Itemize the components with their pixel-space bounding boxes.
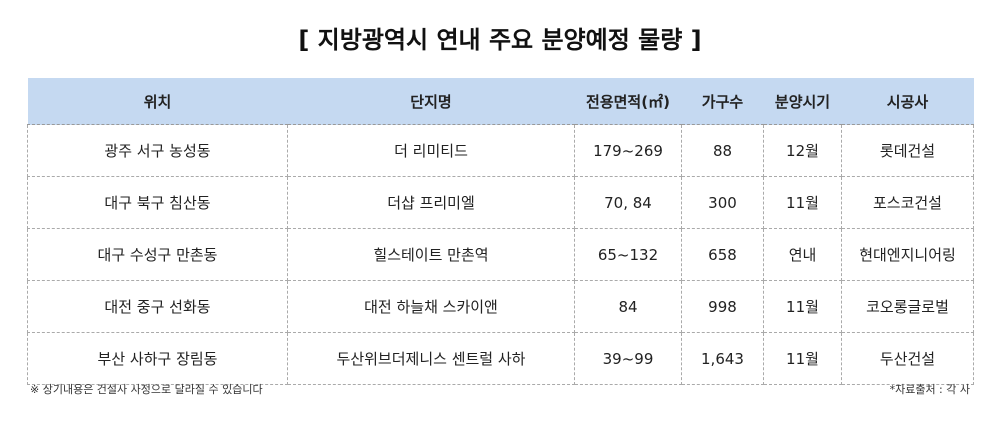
cell-constructor: 두산건설 [841, 332, 974, 385]
cell-location: 대전 중구 선화동 [27, 280, 288, 333]
cell-sale-period: 11월 [763, 332, 842, 385]
cell-area: 179~269 [574, 124, 682, 177]
cell-complex-name: 두산위브더제니스 센트럴 사하 [287, 332, 575, 385]
table-row: 부산 사하구 장림동 두산위브더제니스 센트럴 사하 39~99 1,643 11월 두산… [27, 332, 974, 385]
cell-area: 65~132 [574, 228, 682, 281]
cell-households: 300 [681, 176, 764, 229]
cell-complex-name: 더샵 프리미엘 [287, 176, 575, 229]
cell-area: 39~99 [574, 332, 682, 385]
cell-constructor: 코오롱글로벌 [841, 280, 974, 333]
table-row: 대구 북구 침산동 더샵 프리미엘 70, 84 300 11월 포스코건설 [27, 176, 974, 229]
page-title: [ 지방광역시 연내 주요 분양예정 물량 ] [298, 26, 702, 54]
cell-constructor: 포스코건설 [841, 176, 974, 229]
table-row: 대전 중구 선화동 대전 하늘채 스카이앤 84 998 11월 코오롱글로벌 [27, 280, 974, 333]
cell-complex-name: 더 리미티드 [287, 124, 575, 177]
header-sale-period: 분양시기 [763, 78, 842, 125]
cell-sale-period: 12월 [763, 124, 842, 177]
header-households: 가구수 [681, 78, 764, 125]
cell-sale-period: 11월 [763, 176, 842, 229]
header-constructor: 시공사 [841, 78, 974, 125]
cell-sale-period: 연내 [763, 228, 842, 281]
header-area: 전용면적(㎡) [574, 78, 682, 125]
cell-location: 대구 북구 침산동 [27, 176, 288, 229]
cell-complex-name: 힐스테이트 만촌역 [287, 228, 575, 281]
cell-complex-name: 대전 하늘채 스카이앤 [287, 280, 575, 333]
cell-constructor: 현대엔지니어링 [841, 228, 974, 281]
cell-constructor: 롯데건설 [841, 124, 974, 177]
table-header-row: 위치 단지명 전용면적(㎡) 가구수 분양시기 시공사 [27, 78, 974, 125]
cell-area: 84 [574, 280, 682, 333]
cell-location: 광주 서구 농성동 [27, 124, 288, 177]
cell-location: 대구 수성구 만촌동 [27, 228, 288, 281]
cell-households: 658 [681, 228, 764, 281]
header-location: 위치 [27, 78, 288, 125]
supply-table: 위치 단지명 전용면적(㎡) 가구수 분양시기 시공사 광주 서구 농성동 더 리미티드 17… [27, 78, 974, 385]
cell-households: 1,643 [681, 332, 764, 385]
footnote-disclaimer: ※ 상기내용은 건설사 사정으로 달라질 수 있습니다 [30, 383, 263, 396]
header-complex-name: 단지명 [287, 78, 575, 125]
cell-location: 부산 사하구 장림동 [27, 332, 288, 385]
cell-households: 998 [681, 280, 764, 333]
footnote-source: *자료출처 : 각 사 [889, 383, 970, 396]
cell-sale-period: 11월 [763, 280, 842, 333]
cell-area: 70, 84 [574, 176, 682, 229]
table-row: 대구 수성구 만촌동 힐스테이트 만촌역 65~132 658 연내 현대엔지니어링 [27, 228, 974, 281]
cell-households: 88 [681, 124, 764, 177]
table-row: 광주 서구 농성동 더 리미티드 179~269 88 12월 롯데건설 [27, 124, 974, 177]
